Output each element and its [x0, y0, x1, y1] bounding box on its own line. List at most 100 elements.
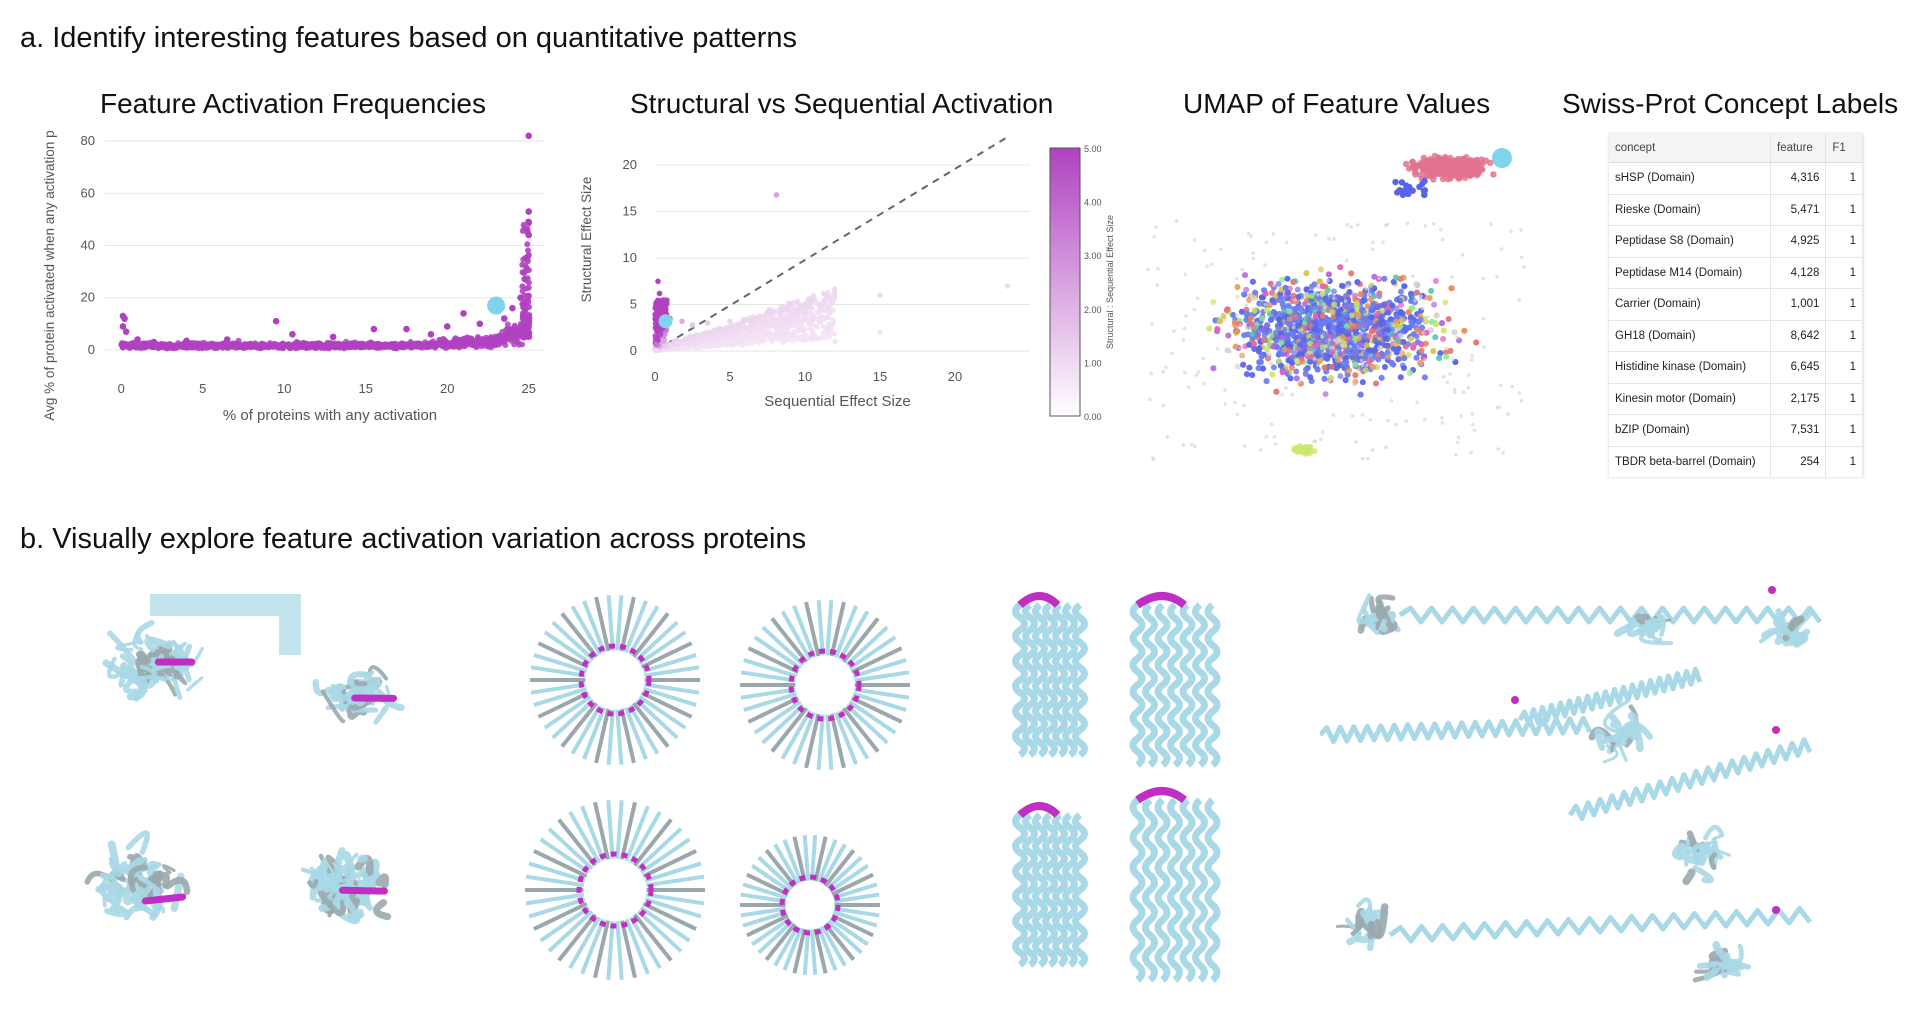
data-point: [661, 297, 667, 303]
data-point: [486, 338, 493, 345]
umap-point: [1421, 374, 1428, 381]
data-point: [792, 300, 799, 306]
data-point: [821, 297, 827, 303]
data-point: [828, 328, 834, 334]
data-point: [655, 337, 661, 343]
data-point: [225, 342, 232, 349]
data-point: [355, 341, 362, 348]
umap-point: [1479, 159, 1487, 167]
umap-point: [1322, 391, 1329, 398]
section-b-heading: b. Visually explore feature activation v…: [20, 523, 807, 555]
umap-point: [1234, 363, 1241, 370]
data-point: [725, 341, 732, 347]
umap-point: [1243, 286, 1250, 293]
data-point: [783, 305, 789, 311]
data-point: [746, 316, 753, 323]
data-point: [157, 341, 164, 348]
data-point: [809, 306, 816, 312]
data-point: [820, 331, 826, 337]
data-point: [370, 325, 378, 333]
data-point: [223, 336, 231, 343]
umap-point: [1399, 317, 1406, 324]
data-point: [122, 328, 130, 335]
data-point: [681, 345, 687, 351]
data-point: [197, 340, 204, 347]
data-point: [168, 341, 175, 348]
umap-point: [1294, 286, 1301, 293]
data-point: [700, 341, 706, 347]
data-point: [807, 321, 814, 328]
data-point: [520, 221, 527, 228]
data-point: [380, 344, 387, 351]
umap-point: [1432, 278, 1439, 285]
data-point: [772, 331, 778, 338]
data-point: [476, 337, 483, 344]
data-point: [820, 323, 826, 329]
data-point: [289, 330, 296, 338]
data-point: [810, 292, 816, 298]
data-point: [827, 297, 834, 303]
data-point: [877, 292, 883, 299]
umap-point: [1402, 343, 1409, 350]
umap-points: [1146, 152, 1526, 462]
data-point: [794, 309, 800, 315]
umap-point: [1346, 288, 1353, 295]
data-point: [779, 338, 785, 344]
data-point: [657, 331, 664, 338]
data-point: [728, 324, 734, 330]
data-point: [720, 327, 726, 333]
data-point: [236, 343, 243, 350]
umap-point: [1276, 297, 1283, 304]
data-point: [519, 261, 526, 268]
data-point: [799, 318, 805, 324]
umap-point: [1279, 276, 1286, 283]
data-point: [821, 302, 827, 308]
data-point: [826, 334, 832, 340]
umap-point: [1239, 352, 1246, 359]
data-point: [139, 340, 146, 347]
umap-point: [1270, 364, 1277, 371]
umap-point: [1285, 303, 1292, 310]
umap-point: [1317, 266, 1324, 273]
umap-point: [1450, 163, 1457, 170]
umap-point: [1251, 345, 1258, 352]
colorbar-tick-label: 3.00: [1084, 251, 1102, 261]
umap-point: [1398, 302, 1405, 309]
data-point: [502, 342, 509, 349]
data-point: [757, 329, 763, 336]
data-point: [134, 342, 141, 349]
data-point: [660, 337, 667, 344]
umap-point: [1263, 378, 1270, 385]
umap-point: [1468, 164, 1475, 171]
data-point: [800, 327, 806, 333]
umap-point: [1424, 172, 1431, 179]
data-point: [770, 315, 776, 321]
data-point: [807, 325, 814, 332]
data-point: [791, 331, 798, 337]
data-point: [525, 231, 533, 239]
umap-point: [1421, 187, 1429, 194]
data-point: [704, 335, 710, 341]
umap-point: [1419, 166, 1427, 173]
data-point: [511, 322, 518, 329]
x-tick-label: 0: [118, 381, 125, 396]
y-tick-label: 0: [88, 342, 95, 357]
data-point: [317, 342, 324, 349]
data-point: [390, 343, 397, 350]
data-point: [525, 218, 533, 226]
struct-chart-title: Structural vs Sequential Activation: [630, 88, 1054, 119]
umap-point: [1330, 288, 1337, 295]
data-point: [819, 308, 825, 314]
umap-point: [1311, 281, 1318, 288]
umap-point: [1352, 372, 1359, 379]
data-point: [755, 340, 762, 346]
data-point: [427, 330, 435, 338]
umap-point: [1269, 371, 1276, 378]
data-point: [654, 315, 660, 322]
data-point: [770, 308, 776, 314]
data-point: [497, 337, 504, 344]
umap-point: [1397, 187, 1405, 195]
data-point: [525, 132, 533, 140]
data-point: [766, 313, 772, 319]
